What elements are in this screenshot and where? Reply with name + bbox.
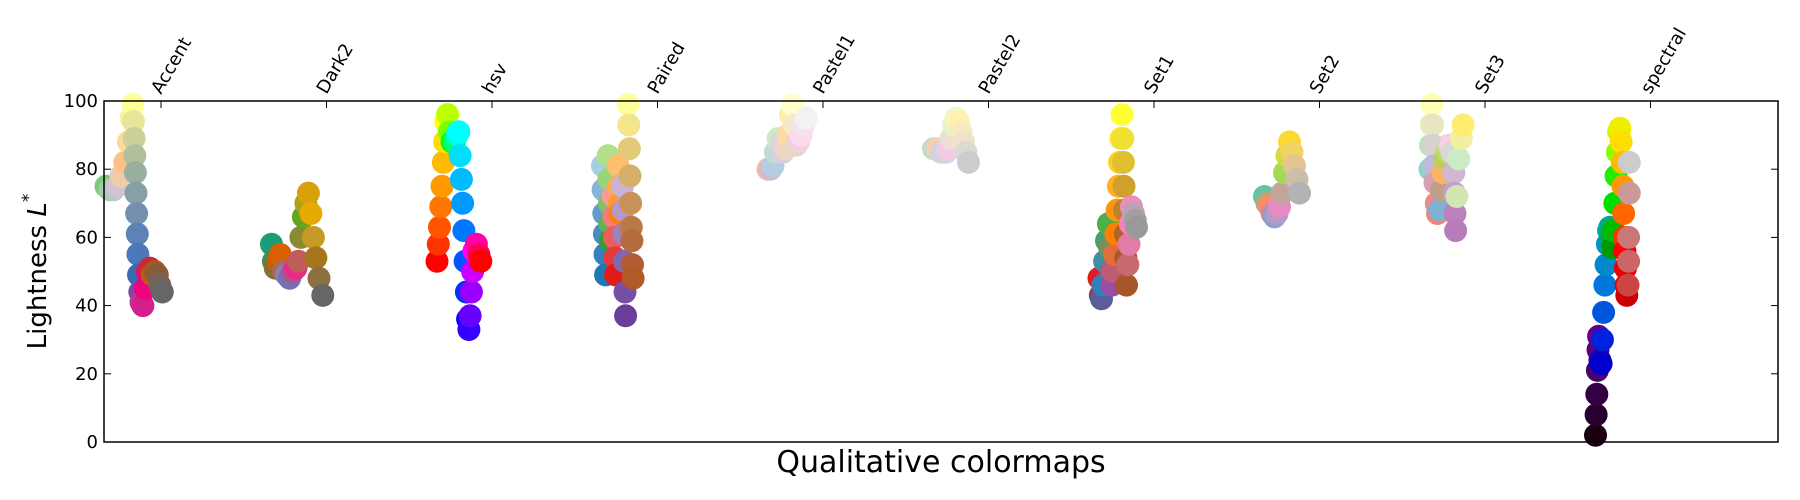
y-tick-label: 60 [75,227,98,248]
data-point [123,144,147,168]
data-point [122,127,146,150]
series-pastel2 [922,106,980,174]
data-point [296,181,320,205]
data-point [618,164,642,188]
data-point [447,120,471,144]
data-point [451,191,475,215]
series-pastel1 [756,92,818,181]
data-point [428,215,451,239]
data-point [1111,150,1135,174]
data-point [1115,273,1138,297]
data-point [429,195,453,219]
data-point [286,249,310,273]
data-point [131,294,155,318]
series-set1 [1087,103,1148,311]
y-tick-label: 80 [75,159,98,180]
data-point [1125,215,1148,239]
y-tick-label: 100 [64,91,98,112]
data-point [1288,181,1311,205]
data-point [307,266,331,290]
data-point [123,161,147,185]
data-point [1592,300,1616,324]
data-point [150,280,174,304]
data-point [1585,382,1609,406]
x-axis-label: Qualitative colormaps [776,445,1105,480]
data-point [459,280,483,304]
data-point [121,92,145,116]
data-point [1445,185,1469,208]
data-point [1420,92,1444,116]
data-point [125,202,149,225]
data-point [1617,150,1641,174]
points-layer [94,92,1641,447]
series-set2 [1253,130,1311,229]
data-point [1270,181,1294,205]
data-point [1593,273,1617,297]
data-point [1589,352,1613,376]
data-point [469,249,493,273]
data-point [124,181,148,205]
data-point [268,242,292,266]
data-point [1451,113,1475,137]
data-point [957,150,980,174]
data-point [299,202,323,225]
y-axis-label-text: Lightness [23,225,53,349]
data-point [1110,103,1134,127]
data-point [125,222,149,246]
series-paired [591,92,645,328]
data-point [1444,219,1468,243]
data-point [425,249,449,273]
series-spectral [1584,116,1641,447]
y-axis-label-space [23,217,53,225]
data-point [794,106,818,130]
data-point [1609,130,1633,154]
y-tick-label: 40 [75,296,98,317]
data-point [449,167,473,191]
data-point [1447,147,1471,171]
data-point [1617,225,1641,249]
y-axis-label-superscript: * [19,194,39,203]
data-point [617,113,641,137]
data-point [1617,249,1641,273]
data-point [430,174,454,198]
y-tick-label: 20 [75,364,98,385]
data-point [311,283,335,307]
data-point [458,304,482,328]
data-point [1612,202,1636,225]
data-point [1584,423,1607,447]
data-point [448,144,472,168]
y-ticks: 0 20 40 60 80 100 [64,91,1778,453]
data-point [1590,328,1614,352]
data-point [1111,127,1135,150]
data-point [301,225,325,249]
data-point [1616,273,1640,297]
data-point [1443,202,1467,225]
data-point [122,110,145,133]
plot-frame [103,100,1779,443]
data-point [426,232,450,256]
data-point [436,103,460,127]
axes-layer [103,100,1779,443]
data-point [617,137,641,161]
data-point [1617,181,1641,205]
data-point [619,191,643,215]
series-set3 [1418,92,1475,243]
data-point [1421,113,1444,137]
data-point [1112,174,1136,198]
data-point [304,246,328,270]
data-point [620,229,644,253]
y-axis-label-symbol: L [23,202,53,217]
y-tick-label: 0 [87,432,98,453]
series-dark2 [260,181,335,307]
data-point [1584,403,1608,427]
data-point [616,92,640,116]
data-point [1116,253,1140,277]
data-point [614,304,638,328]
series-hsv [425,103,493,341]
y-axis-label: Lightness L* [19,194,53,350]
data-point [621,266,645,290]
